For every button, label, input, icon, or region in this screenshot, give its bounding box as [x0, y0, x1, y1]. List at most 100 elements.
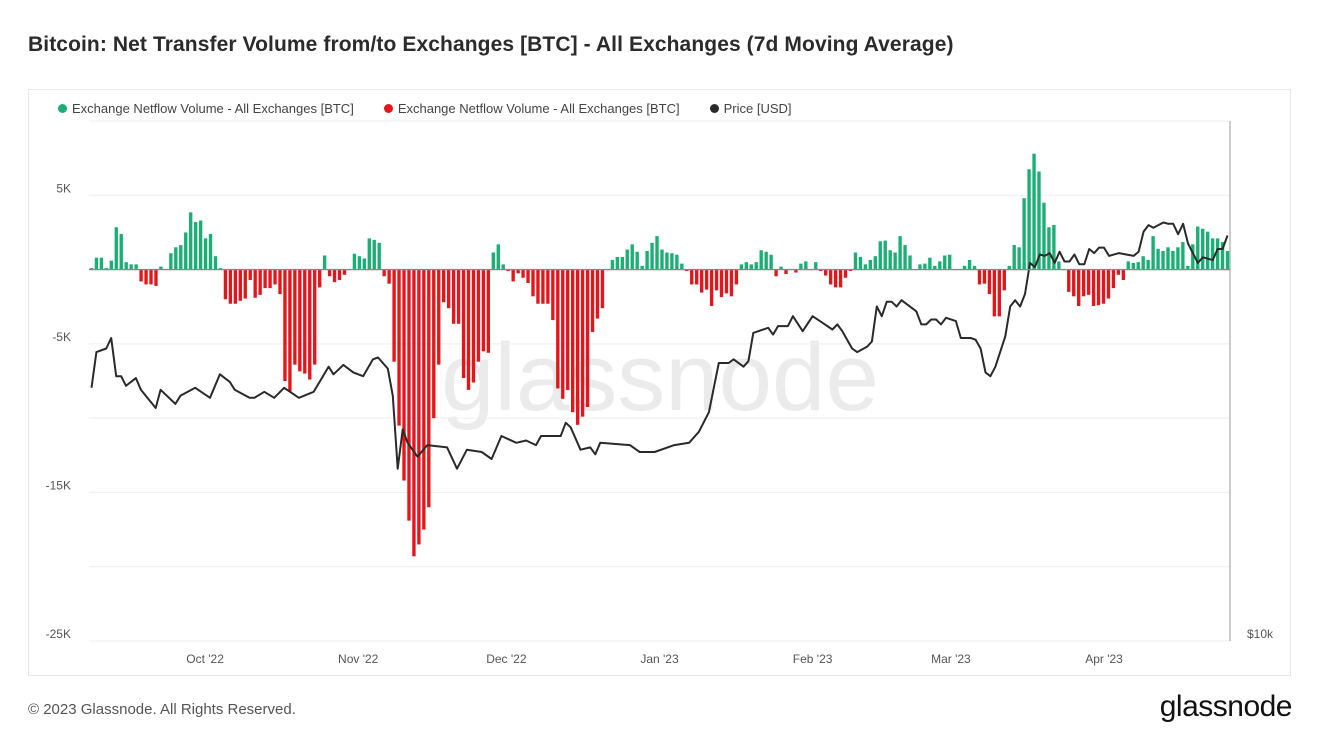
inflow-bar: [640, 265, 644, 270]
y2-tick-label: $10k: [1247, 627, 1274, 641]
inflow-bar: [1007, 265, 1011, 270]
inflow-bar: [938, 261, 942, 270]
legend-label: Exchange Netflow Volume - All Exchanges …: [397, 101, 680, 116]
outflow-bar: [1002, 269, 1006, 291]
inflow-bar: [670, 253, 674, 270]
inflow-bar: [610, 259, 615, 270]
outflow-bar: [1067, 269, 1071, 292]
inflow-bar: [873, 256, 877, 270]
inflow-bar: [769, 254, 773, 270]
outflow-bar: [556, 269, 560, 389]
inflow-bar: [372, 239, 376, 270]
inflow-bar: [1181, 242, 1185, 270]
inflow-bar: [1205, 231, 1210, 270]
outflow-bar: [828, 269, 833, 285]
legend-item-outflow[interactable]: Exchange Netflow Volume - All Exchanges …: [383, 101, 680, 116]
inflow-bar: [645, 251, 649, 270]
legend-item-inflow[interactable]: Exchange Netflow Volume - All Exchanges …: [58, 101, 354, 116]
outflow-bar: [288, 269, 292, 392]
x-tick-label: Feb '23: [793, 652, 833, 666]
legend-label: Price [USD]: [723, 101, 792, 116]
outflow-bar: [506, 269, 510, 272]
outflow-bar: [1091, 269, 1096, 306]
inflow-bar: [868, 259, 873, 270]
outflow-bar: [1077, 269, 1081, 306]
outflow-bar: [714, 269, 719, 291]
inflow-bar: [923, 263, 927, 270]
outflow-bar: [337, 269, 342, 280]
outflow-bar: [228, 269, 233, 304]
outflow-bar: [481, 269, 486, 352]
inflow-bar: [1201, 228, 1205, 270]
outflow-bar: [144, 269, 148, 285]
outflow-bar: [997, 269, 1001, 317]
inflow-bar: [1131, 262, 1135, 270]
outflow-bar: [139, 269, 143, 282]
outflow-bar: [1086, 269, 1091, 295]
inflow-bar: [739, 264, 744, 270]
inflow-bar: [1225, 251, 1230, 270]
chart-container: [28, 89, 1291, 676]
outflow-bar: [729, 269, 734, 297]
x-tick-label: Apr '23: [1085, 652, 1123, 666]
inflow-bar: [169, 253, 173, 270]
x-tick-label: Jan '23: [640, 652, 679, 666]
outflow-bar: [263, 269, 267, 289]
y-tick-label: -25K: [46, 627, 71, 641]
inflow-bar: [491, 252, 495, 270]
inflow-bar: [759, 250, 763, 270]
outflow-bar: [580, 269, 585, 417]
x-tick-label: Dec '22: [486, 652, 527, 666]
inflow-bar: [660, 249, 664, 270]
outflow-bar: [819, 269, 823, 272]
outflow-bar: [149, 269, 153, 285]
outflow-bar: [402, 269, 406, 481]
outflow-bar: [427, 269, 431, 508]
inflow-bar: [1126, 261, 1130, 270]
outflow-bar: [342, 269, 347, 275]
glassnode-logo[interactable]: glassnode: [1159, 690, 1293, 723]
watermark: glassnode: [441, 324, 879, 431]
inflow-bar: [1156, 248, 1160, 270]
outflow-bar: [437, 269, 441, 365]
inflow-bar: [635, 251, 639, 270]
chart-title: Bitcoin: Net Transfer Volume from/to Exc…: [28, 33, 954, 56]
inflow-bar: [89, 268, 94, 270]
inflow-bar: [893, 252, 897, 270]
inflow-bar: [352, 253, 357, 270]
inflow-bar: [779, 266, 783, 270]
inflow-bar: [1191, 244, 1195, 270]
legend: Exchange Netflow Volume - All Exchanges …: [58, 101, 792, 116]
outflow-bar: [992, 269, 997, 317]
inflow-bar: [858, 256, 863, 270]
legend-item-price[interactable]: Price [USD]: [709, 101, 792, 116]
inflow-bar: [174, 247, 178, 270]
inflow-bar: [863, 264, 868, 270]
inflow-bar: [878, 241, 882, 270]
inflow-bar: [134, 264, 138, 270]
inflow-bar: [1215, 238, 1220, 270]
x-tick-label: Oct '22: [186, 652, 224, 666]
outflow-bar: [308, 269, 312, 380]
inflow-bar: [377, 242, 381, 270]
outflow-bar: [521, 269, 525, 278]
inflow-bar: [967, 259, 972, 270]
inflow-bar: [1032, 153, 1036, 270]
outflow-bar: [407, 269, 411, 521]
outflow-bar: [461, 269, 466, 379]
outflow-bar: [585, 269, 590, 407]
inflow-bar: [1042, 202, 1046, 270]
outflow-bar: [1072, 269, 1076, 297]
outflow-bar: [223, 269, 228, 300]
outflow-bar: [709, 269, 714, 306]
outflow-bar: [471, 269, 476, 383]
outflow-bar: [293, 269, 297, 365]
y-tick-label: 5K: [56, 181, 71, 195]
outflow-bar: [977, 269, 982, 285]
outflow-bar: [476, 269, 481, 362]
inflow-bar: [1161, 251, 1165, 270]
outflow-bar: [561, 269, 565, 399]
inflow-bar: [1171, 251, 1175, 270]
y-tick-label: -15K: [46, 478, 71, 492]
